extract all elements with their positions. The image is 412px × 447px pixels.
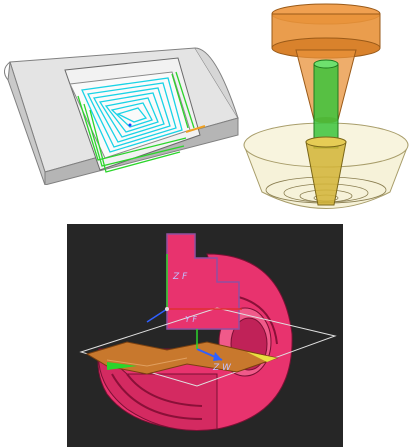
axis-label-2: Z W [212,363,232,373]
axis-label-3: Y F [185,315,197,324]
tool-holder-view [240,0,412,222]
ring-part-view: Z F Z W Y F [67,224,343,447]
pocket-toolpath-view [0,0,245,185]
axis-label-1: Z F [172,272,188,282]
ring-part-icon: Z F Z W Y F [79,233,337,431]
tool-holder-icon [243,3,409,209]
pocket-toolpath-icon [4,47,239,185]
